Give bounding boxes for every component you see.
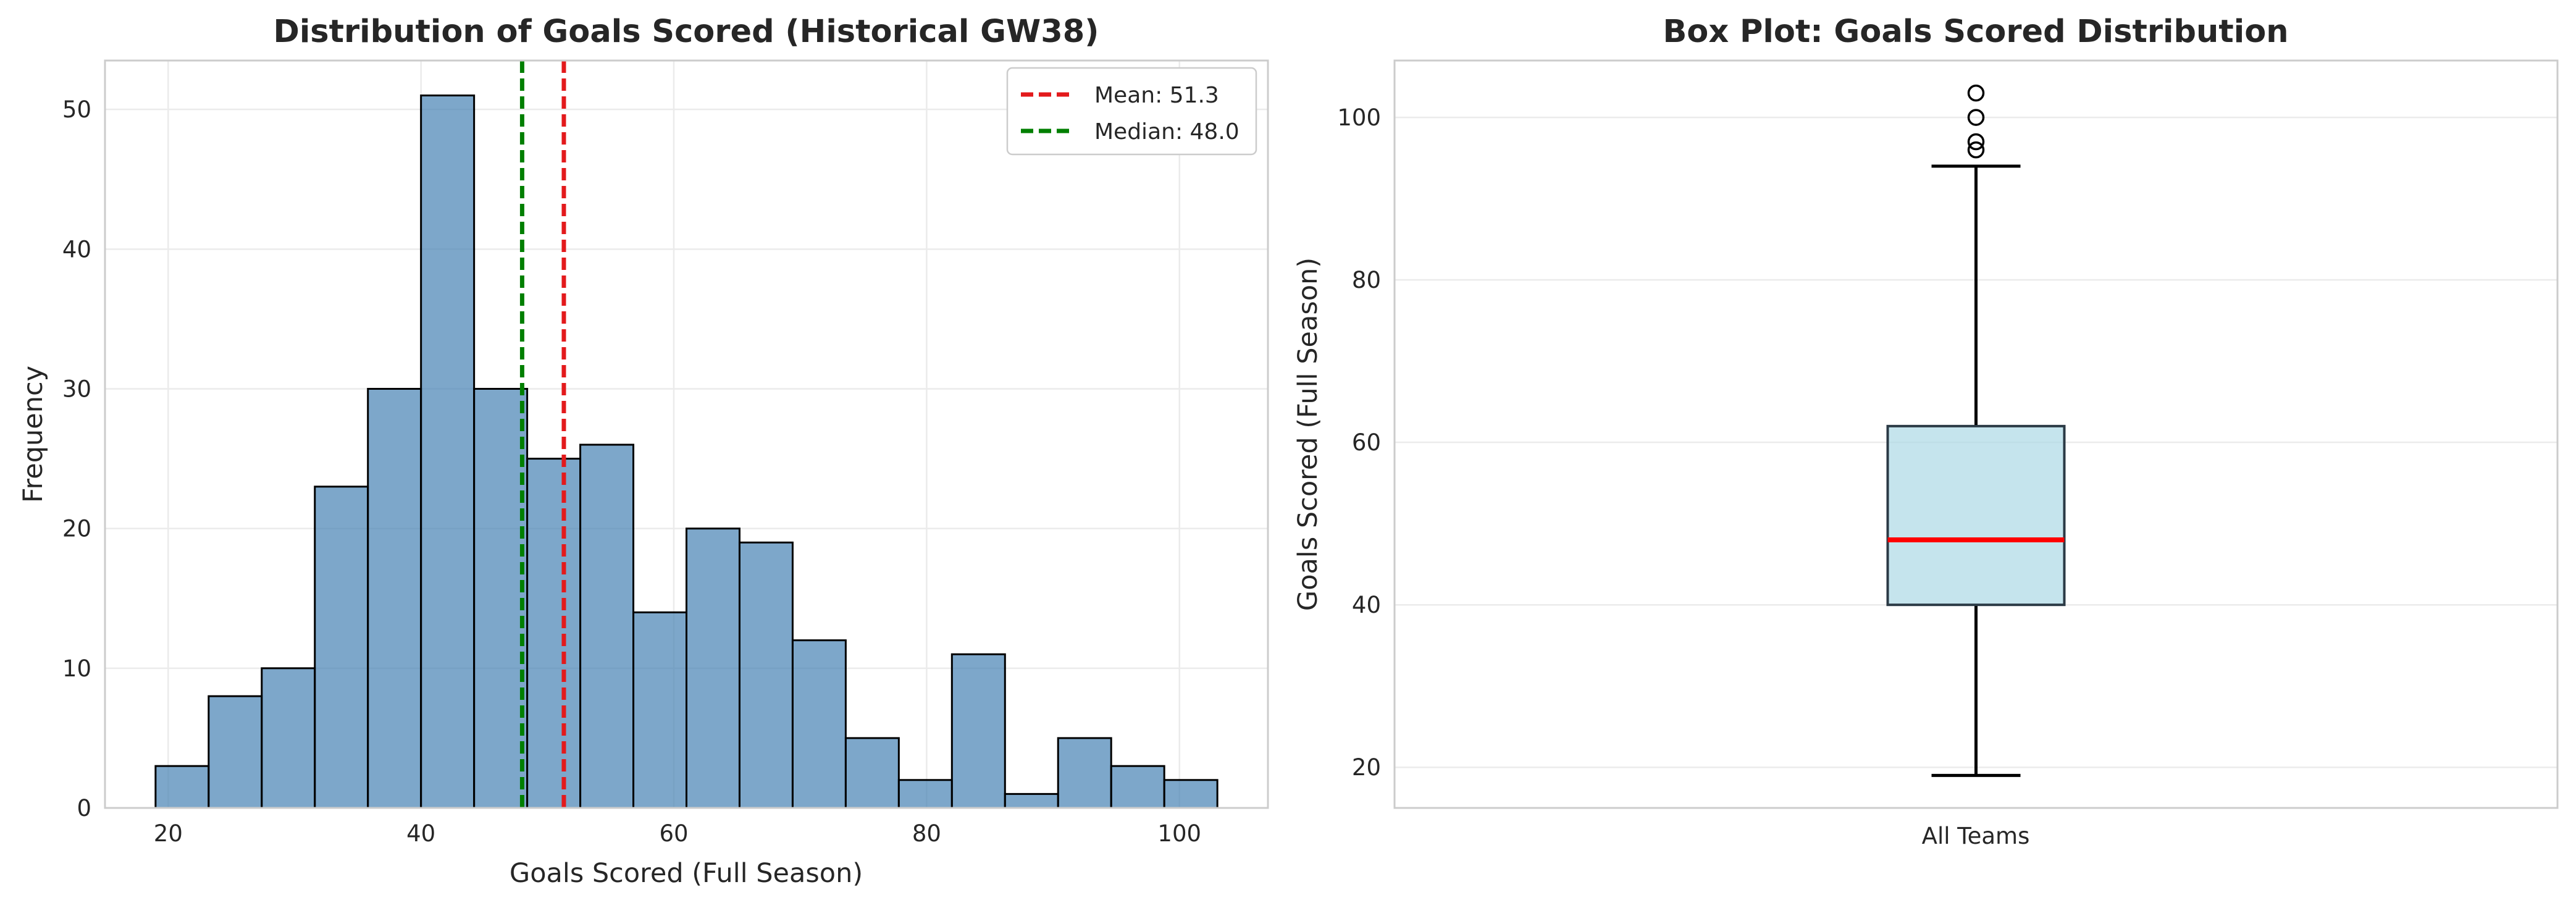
- boxplot-y-axis-label: Goals Scored (Full Season): [1293, 258, 1324, 611]
- histogram-x-axis-label: Goals Scored (Full Season): [510, 858, 863, 889]
- outlier-point: [1967, 141, 1985, 159]
- boxplot-plot-frame: [1393, 59, 2559, 809]
- histogram-bar: [367, 387, 422, 809]
- x-tick-label: 80: [912, 820, 941, 847]
- histogram-bar: [950, 653, 1006, 809]
- histogram-bar: [897, 779, 953, 809]
- histogram-bar: [1163, 779, 1219, 809]
- histogram-panel: 20 40 60 80 100 0 10 20 30 40 50 Distribution of …: [18, 14, 1269, 889]
- legend-mean-label: Mean: 51.3: [1094, 83, 1219, 108]
- histogram-bar: [791, 639, 847, 809]
- y-tick-label: 30: [62, 376, 91, 402]
- histogram-bar: [738, 541, 794, 809]
- y-tick-label: 60: [1352, 429, 1381, 456]
- histogram-bar: [1110, 765, 1165, 809]
- histogram-bar: [632, 611, 688, 809]
- histogram-bar: [314, 486, 369, 809]
- y-tick-label: 100: [1337, 104, 1381, 131]
- histogram-bar: [1057, 737, 1112, 809]
- histogram-bar: [579, 443, 635, 809]
- x-tick-label: 40: [406, 820, 435, 847]
- outlier-point: [1967, 133, 1985, 151]
- x-tick-label: 60: [659, 820, 688, 847]
- y-tick-label: 40: [62, 236, 91, 263]
- y-tick-label: 10: [62, 655, 91, 682]
- x-tick-label: 20: [154, 820, 183, 847]
- histogram-bar: [526, 458, 582, 809]
- histogram-bar: [1004, 792, 1059, 809]
- y-tick-label: 20: [1352, 754, 1381, 781]
- boxplot-panel: 20 40 60 80 100 All Teams Box Plot: Goals Sc…: [1293, 14, 2559, 849]
- legend-frame: [1006, 67, 1257, 156]
- outlier-point: [1967, 109, 1985, 126]
- histogram-x-ticks: 20 40 60 80 100: [154, 820, 1201, 847]
- histogram-y-ticks: 0 10 20 30 40 50: [62, 96, 91, 822]
- histogram-legend: Mean: 51.3 Median: 48.0: [1006, 67, 1257, 156]
- legend-median-label: Median: 48.0: [1094, 119, 1240, 145]
- histogram-bar: [473, 387, 529, 809]
- x-tick-label: 100: [1157, 820, 1201, 847]
- y-tick-label: 40: [1352, 592, 1381, 618]
- histogram-bar: [420, 95, 476, 809]
- histogram-bar: [686, 528, 740, 809]
- iqr-box: [1886, 424, 2066, 607]
- boxplot-category-label: All Teams: [1922, 823, 2030, 849]
- histogram-title: Distribution of Goals Scored (Historical…: [273, 14, 1099, 50]
- histogram-bar: [261, 667, 316, 809]
- boxplot-title: Box Plot: Goals Scored Distribution: [1663, 14, 2288, 50]
- histogram-bars: [154, 95, 1219, 809]
- outlier-point: [1967, 84, 1985, 102]
- histogram-bar: [154, 765, 210, 809]
- y-tick-label: 80: [1352, 267, 1381, 293]
- y-tick-label: 0: [77, 795, 91, 822]
- boxplot-marks: [1886, 84, 2066, 777]
- histogram-bar: [844, 737, 900, 809]
- histogram-bar: [208, 695, 263, 809]
- y-tick-label: 50: [62, 96, 91, 123]
- histogram-plot-frame: [104, 59, 1269, 809]
- boxplot-y-ticks: 20 40 60 80 100: [1337, 104, 1381, 781]
- histogram-y-axis-label: Frequency: [18, 366, 49, 503]
- y-tick-label: 20: [62, 516, 91, 542]
